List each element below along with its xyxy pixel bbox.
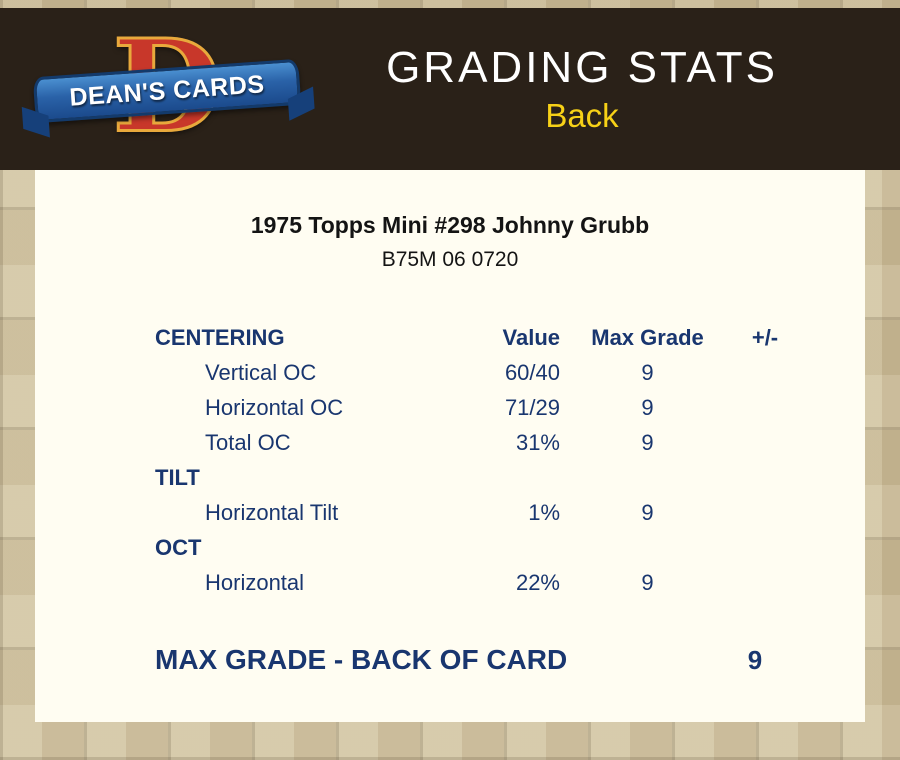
table-row: Horizontal 22% 9 <box>155 565 865 600</box>
card-code: B75M 06 0720 <box>381 248 519 271</box>
max-grade-footer-label: MAX GRADE - BACK OF CARD <box>155 644 568 675</box>
max-grade-footer-value: 9 <box>747 644 763 675</box>
row-max-grade: 9 <box>641 499 654 525</box>
row-value: 1% <box>528 499 560 525</box>
header-text-block: GRADING STATS Back <box>292 43 900 136</box>
logo-brand-text: DEAN'S CARDS <box>68 69 266 112</box>
column-header-centering: CENTERING <box>155 324 285 350</box>
row-max-grade: 9 <box>641 359 654 385</box>
deans-cards-logo: D DEAN'S CARDS <box>32 22 302 156</box>
table-row: Total OC 31% 9 <box>155 425 865 460</box>
row-max-grade: 9 <box>641 394 654 420</box>
table-row: OCT <box>155 530 865 565</box>
table-row: TILT <box>155 460 865 495</box>
section-header: TILT <box>155 464 200 490</box>
table-row: CENTERING Value Max Grade +/- <box>155 320 865 355</box>
header-bar: D DEAN'S CARDS GRADING STATS Back <box>0 8 900 170</box>
table-row: Horizontal OC 71/29 9 <box>155 390 865 425</box>
row-value: 60/40 <box>504 359 560 385</box>
column-header-max-grade: Max Grade <box>591 324 704 350</box>
table-row: Vertical OC 60/40 9 <box>155 355 865 390</box>
row-value: 31% <box>515 429 560 455</box>
section-header: OCT <box>155 534 202 560</box>
page-subtitle: Back <box>545 97 619 135</box>
row-max-grade: 9 <box>641 429 654 455</box>
table-row: Horizontal Tilt 1% 9 <box>155 495 865 530</box>
stats-panel: 1975 Topps Mini #298 Johnny Grubb B75M 0… <box>35 170 865 722</box>
max-grade-footer: MAX GRADE - BACK OF CARD 9 <box>35 644 865 676</box>
row-label: Horizontal Tilt <box>205 499 339 525</box>
column-header-plus-minus: +/- <box>751 324 779 350</box>
row-value: 71/29 <box>504 394 560 420</box>
row-label: Horizontal OC <box>205 394 344 420</box>
grading-table: CENTERING Value Max Grade +/- Vertical OC 60/… <box>35 320 865 600</box>
row-value: 22% <box>515 569 560 595</box>
row-max-grade: 9 <box>641 569 654 595</box>
column-header-value: Value <box>502 324 560 350</box>
card-title: 1975 Topps Mini #298 Johnny Grubb <box>250 212 650 238</box>
logo-ribbon: DEAN'S CARDS <box>32 58 302 124</box>
page-title: GRADING STATS <box>386 42 778 92</box>
row-label: Total OC <box>205 429 291 455</box>
row-label: Vertical OC <box>205 359 317 385</box>
row-label: Horizontal <box>205 569 305 595</box>
